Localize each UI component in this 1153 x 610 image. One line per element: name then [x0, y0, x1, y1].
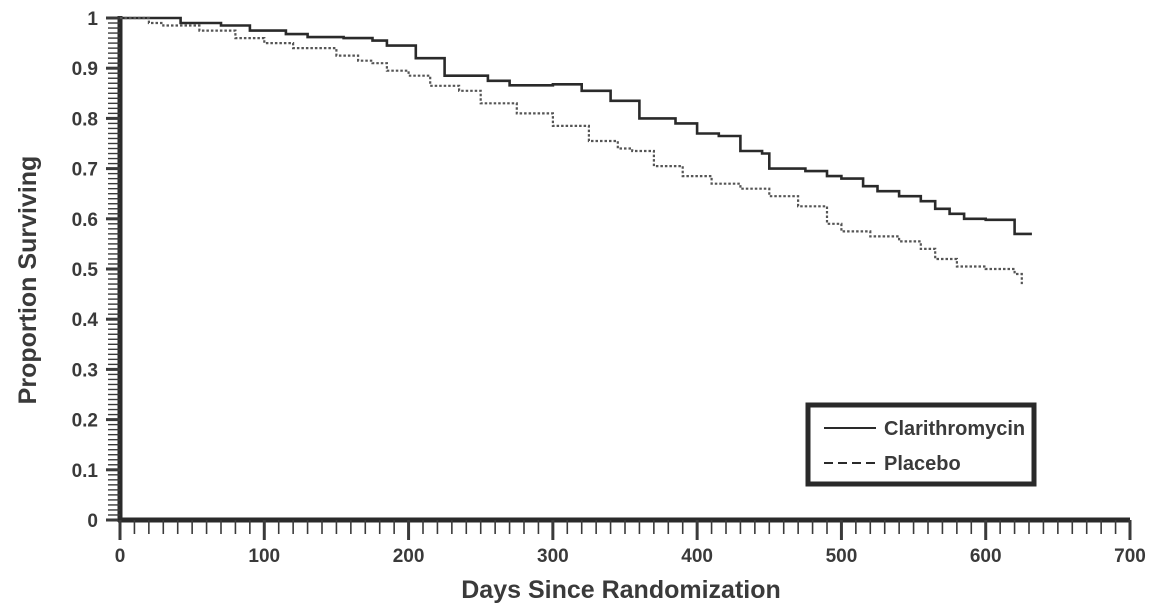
x-axis-title: Days Since Randomization	[461, 576, 781, 604]
legend-label-1: Clarithromycin	[884, 418, 1025, 440]
y-tick-label: 0.8	[72, 109, 98, 130]
series-line-2	[120, 16, 1023, 285]
series-lines	[120, 16, 1032, 285]
x-tick-label: 500	[826, 546, 858, 567]
legend-label-2: Placebo	[884, 453, 961, 475]
series-line-1	[120, 16, 1032, 236]
y-tick-label: 0.9	[72, 59, 98, 80]
legend-box: Clarithromycin Placebo	[805, 402, 1037, 487]
y-axis-title: Proportion Surviving	[14, 156, 42, 405]
x-tick-label: 400	[681, 546, 713, 567]
x-tick-label: 700	[1114, 546, 1146, 567]
y-tick-label: 0.1	[72, 461, 99, 482]
legend-frame	[805, 402, 1037, 487]
y-axis: 0 0.1 0.2 0.3 0.4 0.5 0.6 0.7 0.8 0.9 1	[72, 9, 123, 532]
x-tick-label: 200	[393, 546, 425, 567]
x-axis: 0 100 200 300 400 500 600 700	[115, 517, 1146, 567]
y-tick-label: 0	[87, 511, 98, 532]
y-tick-label: 0.5	[72, 260, 99, 281]
y-tick-label: 1	[87, 9, 98, 30]
y-tick-label: 0.7	[72, 160, 98, 181]
y-tick-label: 0.3	[72, 360, 98, 381]
x-tick-label: 0	[115, 546, 126, 567]
y-tick-label: 0.4	[72, 310, 99, 331]
x-tick-label: 600	[970, 546, 1002, 567]
y-tick-label: 0.2	[72, 411, 98, 432]
x-tick-label: 100	[248, 546, 280, 567]
y-tick-label: 0.6	[72, 210, 98, 231]
x-tick-label: 300	[537, 546, 569, 567]
